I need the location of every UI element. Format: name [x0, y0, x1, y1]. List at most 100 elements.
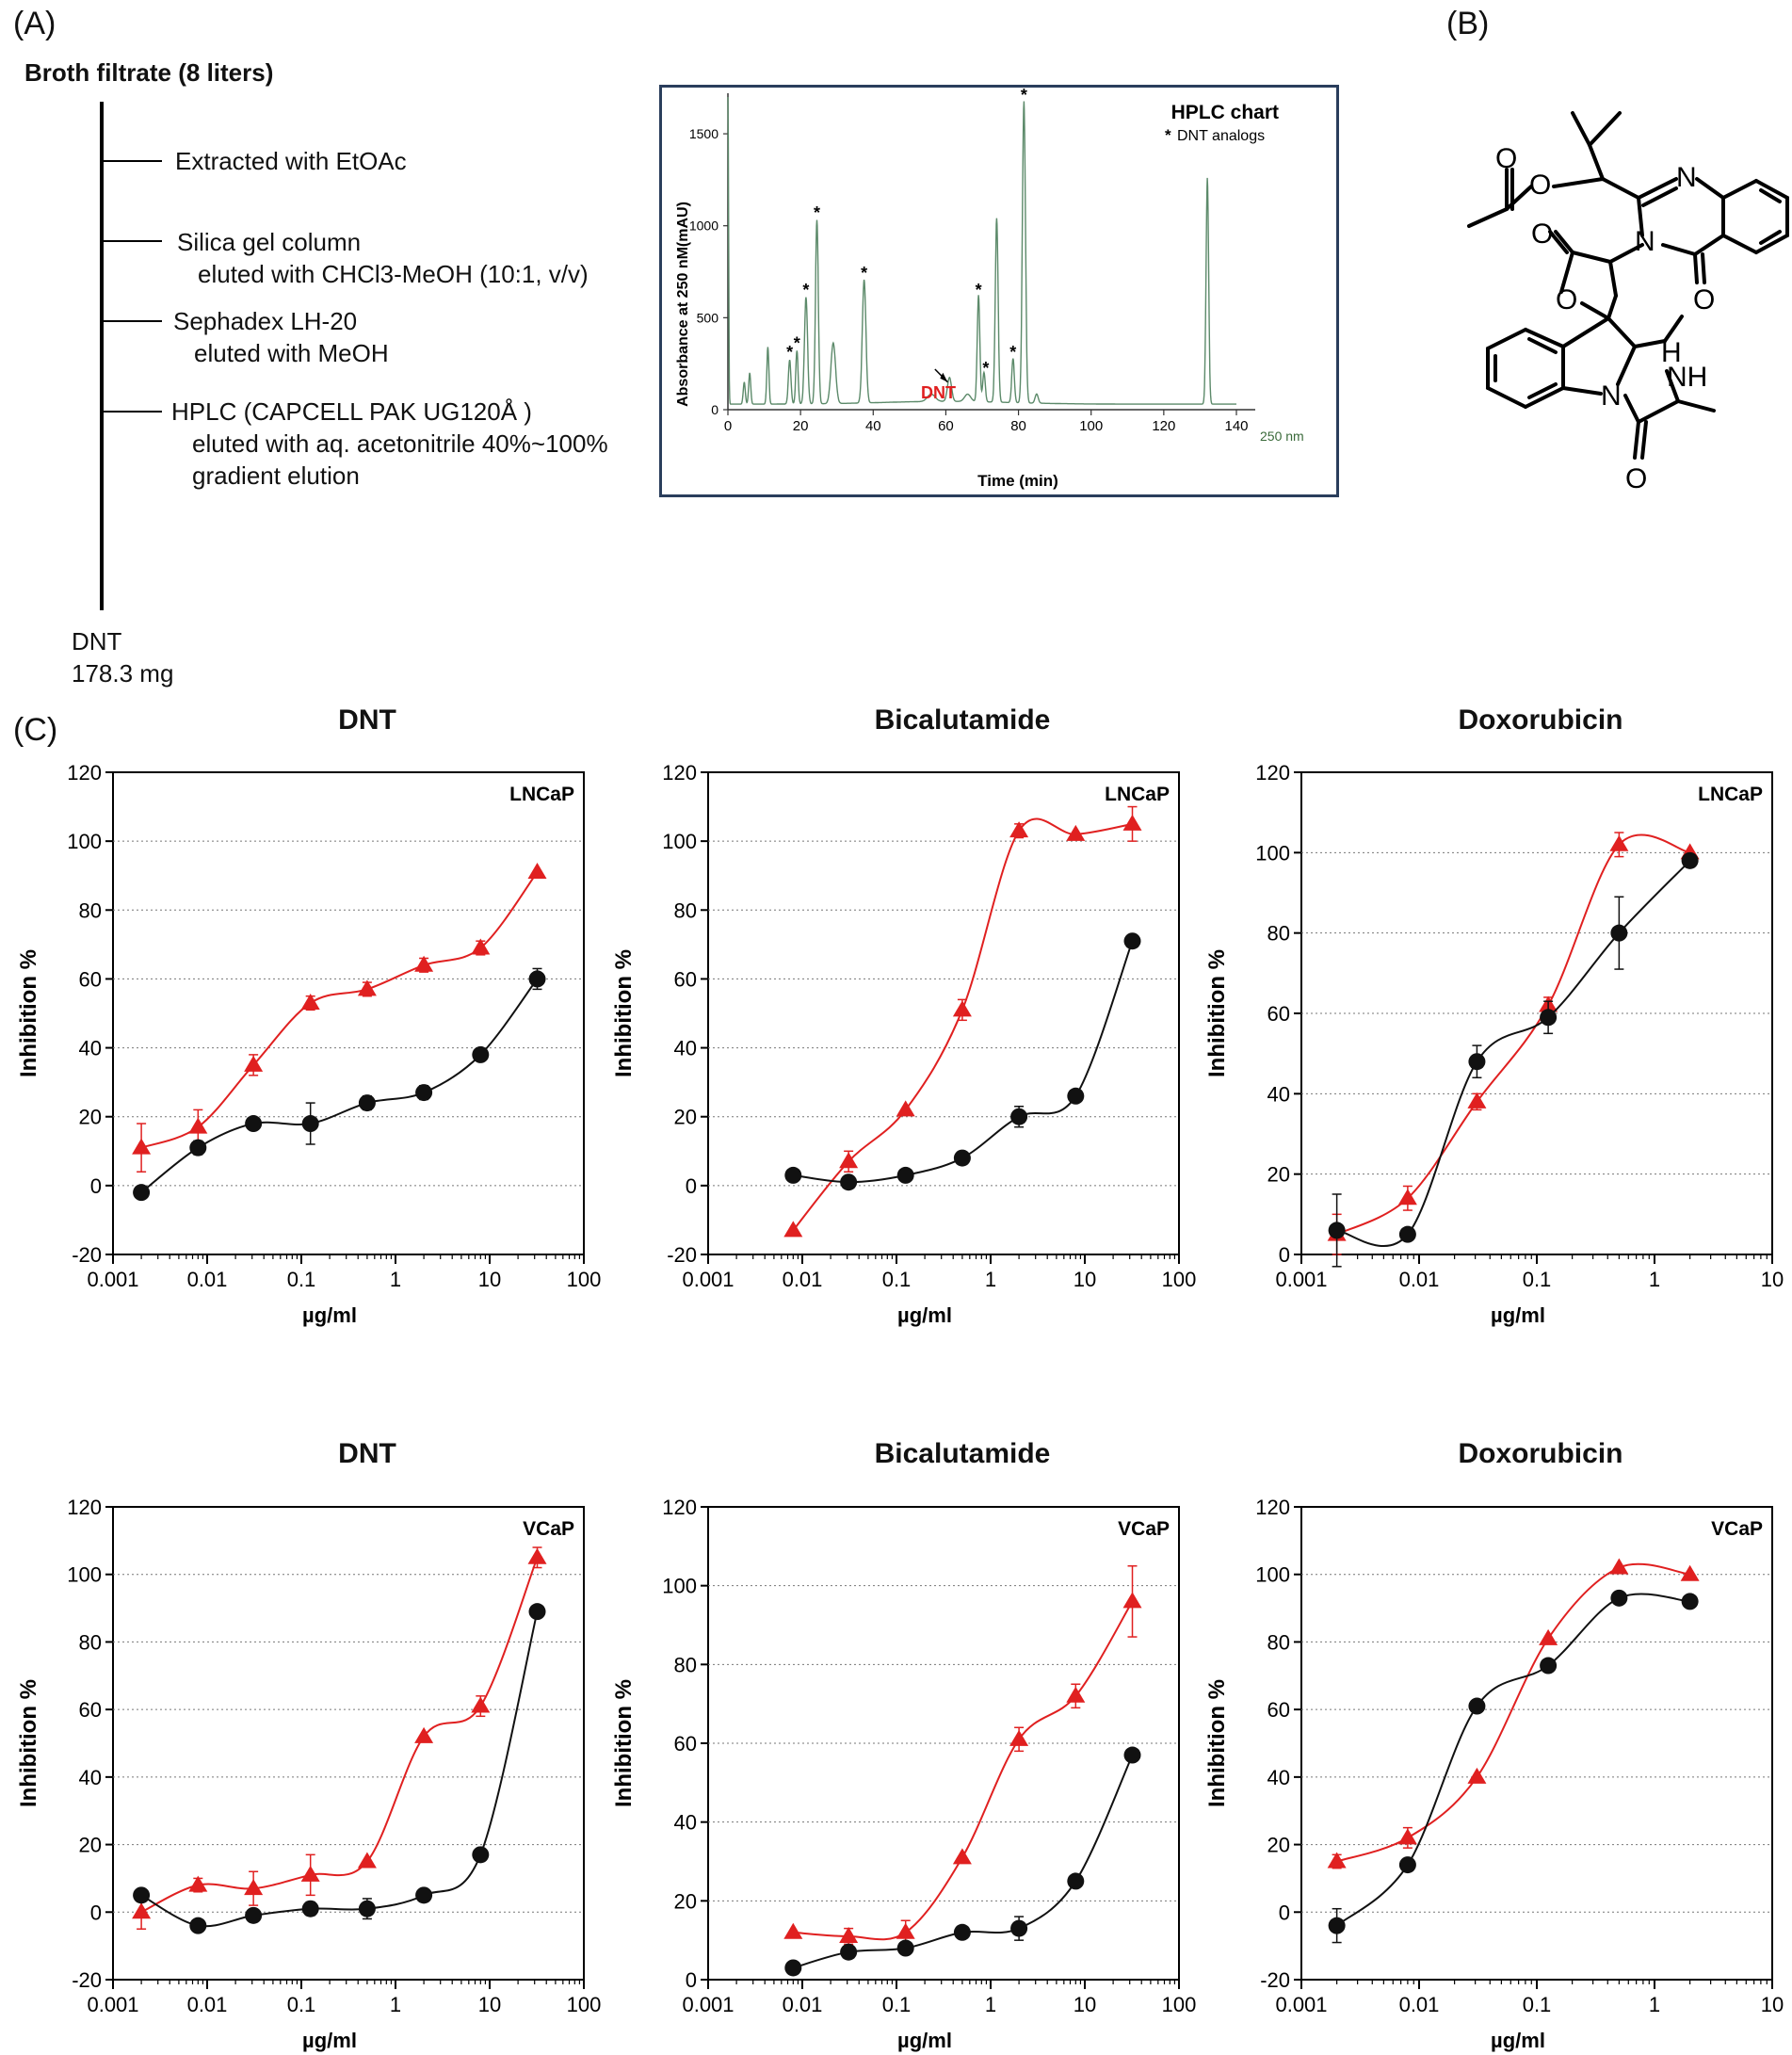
flow-step-2-line1b: Silica gel column: [177, 228, 362, 256]
y-tick-label: 0: [90, 1174, 102, 1198]
triangle-point: [357, 979, 377, 996]
svg-text:NH: NH: [1667, 362, 1707, 393]
circle-point: [1010, 1108, 1028, 1125]
triangle-point: [244, 1879, 264, 1896]
cell-line-label: VCaP: [1118, 1518, 1170, 1540]
triangle-point: [839, 1926, 859, 1943]
y-tick-label: -20: [72, 1243, 102, 1267]
circle-point: [1328, 1222, 1346, 1239]
hplc-x-tick-label: 40: [865, 418, 881, 434]
hplc-y-tick-label: 1000: [689, 218, 718, 234]
triangle-point: [1066, 824, 1086, 841]
triangle-point: [1680, 1564, 1700, 1581]
y-tick-label: 120: [1255, 761, 1290, 785]
chart-title-2: Bicalutamide: [874, 704, 1051, 736]
x-axis-label: µg/ml: [1491, 1303, 1545, 1327]
circle-point: [1123, 932, 1141, 950]
circle-point: [358, 1094, 376, 1112]
hplc-chart: 0 20 40 60 80 100 120 140 0 500 1000 1500 * * * * * * * * * …: [659, 85, 1339, 497]
plot-frame: [1300, 1506, 1773, 1981]
triangle-point: [1467, 1767, 1487, 1784]
x-tick-label: 0.01: [1399, 1993, 1440, 2016]
circle-point: [528, 970, 546, 988]
circle-point: [953, 1923, 971, 1941]
purification-flowchart: Broth filtrate (8 liters) Extracted with…: [0, 0, 659, 697]
flow-final: DNT 178.3 mg: [72, 625, 173, 689]
y-tick-label: 100: [662, 1575, 697, 1598]
y-tick-label: 20: [1267, 1163, 1290, 1187]
circle-point: [784, 1166, 802, 1184]
hplc-analog-star: *: [1009, 343, 1016, 362]
hplc-x-tick-label: 100: [1079, 418, 1103, 434]
circle-point: [953, 1149, 971, 1167]
chart-title-4: DNT: [338, 1438, 396, 1469]
x-axis-label: µg/ml: [302, 2029, 357, 2052]
x-tick-label: 0.01: [187, 1268, 228, 1291]
hplc-dnt-label: DNT: [921, 383, 956, 402]
circle-point: [472, 1846, 490, 1864]
hplc-y-tick-label: 0: [711, 402, 718, 417]
triangle-point: [783, 1922, 803, 1939]
circle-point: [245, 1115, 263, 1133]
triangle-point: [471, 1696, 491, 1713]
x-tick-label: 0.1: [287, 1268, 316, 1291]
cell-line-label: VCaP: [523, 1518, 574, 1540]
flow-step-3: Sephadex LH-20 eluted with MeOH: [173, 305, 389, 369]
y-axis-label: Inhibition %: [611, 1679, 637, 1807]
hplc-y-tick-label: 500: [697, 310, 719, 325]
x-axis-label: µg/ml: [897, 1303, 952, 1327]
x-tick-label: 10: [1074, 1993, 1096, 2016]
chart-title-3: Doxorubicin: [1458, 704, 1623, 736]
y-tick-label: 40: [1267, 1082, 1290, 1106]
y-tick-label: 60: [1267, 1002, 1290, 1026]
hplc-analog-star: *: [1021, 88, 1027, 105]
cell-line-label: LNCaP: [1105, 784, 1170, 805]
dose-response-chart-2: -20 0 20 40 60 80 100 120 0.001 0.01 0.1 1 10 100 µg/m…: [611, 761, 1196, 1327]
y-tick-label: 100: [1255, 841, 1290, 865]
x-tick-label: 1: [985, 1268, 996, 1291]
dose-response-chart-1: -20 0 20 40 60 80 100 120 0.001 0.01 0.1 1 10 100 µg/m…: [16, 761, 601, 1327]
x-tick-label: 0.001: [87, 1268, 138, 1291]
svg-text:N: N: [1601, 380, 1622, 412]
flow-step-2-line2: eluted with CHCl3-MeOH (10:1, v/v): [198, 260, 589, 288]
triangle-point: [952, 1000, 972, 1017]
hplc-y-tick-label: 1500: [689, 126, 718, 141]
x-tick-label: 0.1: [882, 1268, 912, 1291]
x-tick-label: 100: [567, 1993, 602, 2016]
hplc-trace: [727, 96, 1236, 405]
y-tick-label: -20: [1260, 1968, 1290, 1992]
x-tick-label: 0.1: [1523, 1268, 1552, 1291]
hplc-analog-star: *: [982, 359, 989, 378]
triangle-point: [896, 1100, 915, 1117]
svg-text:N: N: [1635, 226, 1655, 257]
y-tick-label: 0: [686, 1968, 697, 1992]
y-tick-label: 60: [79, 967, 102, 991]
y-tick-label: 100: [67, 830, 102, 853]
y-axis-label: Inhibition %: [16, 1679, 41, 1807]
x-tick-label: 1: [1649, 1268, 1660, 1291]
svg-text:O: O: [1531, 218, 1553, 250]
cell-line-label: LNCaP: [1698, 784, 1763, 805]
triangle-point: [1122, 814, 1142, 831]
circle-point: [245, 1906, 263, 1924]
curve-circle-series: [1336, 860, 1691, 1247]
triangle-point: [839, 1152, 859, 1169]
hplc-legend-marker: *: [1165, 126, 1171, 144]
circle-point: [1468, 1053, 1486, 1071]
flow-branch-2: [102, 240, 162, 242]
flow-main-line: [100, 102, 104, 610]
curve-triangle-series: [140, 871, 539, 1149]
dose-response-chart-4: -20 0 20 40 60 80 100 120 0.001 0.01 0.1 1 10 100 µg/m…: [16, 1496, 602, 2052]
x-tick-label: 0.1: [1523, 1993, 1552, 2016]
svg-text:O: O: [1693, 284, 1715, 316]
y-tick-label: 20: [674, 1889, 697, 1913]
cell-line-label: LNCaP: [509, 784, 574, 805]
circle-point: [1328, 1917, 1346, 1934]
dose-response-chart-5: 0 20 40 60 80 100 120 0.001 0.01 0.1 1 10 100 µg/ml In…: [611, 1496, 1196, 2052]
circle-point: [528, 1603, 546, 1621]
y-tick-label: 120: [662, 761, 697, 785]
y-axis-label: Inhibition %: [1204, 949, 1230, 1077]
flow-step-3-line2: eluted with MeOH: [194, 339, 389, 367]
triangle-point: [896, 1922, 915, 1939]
